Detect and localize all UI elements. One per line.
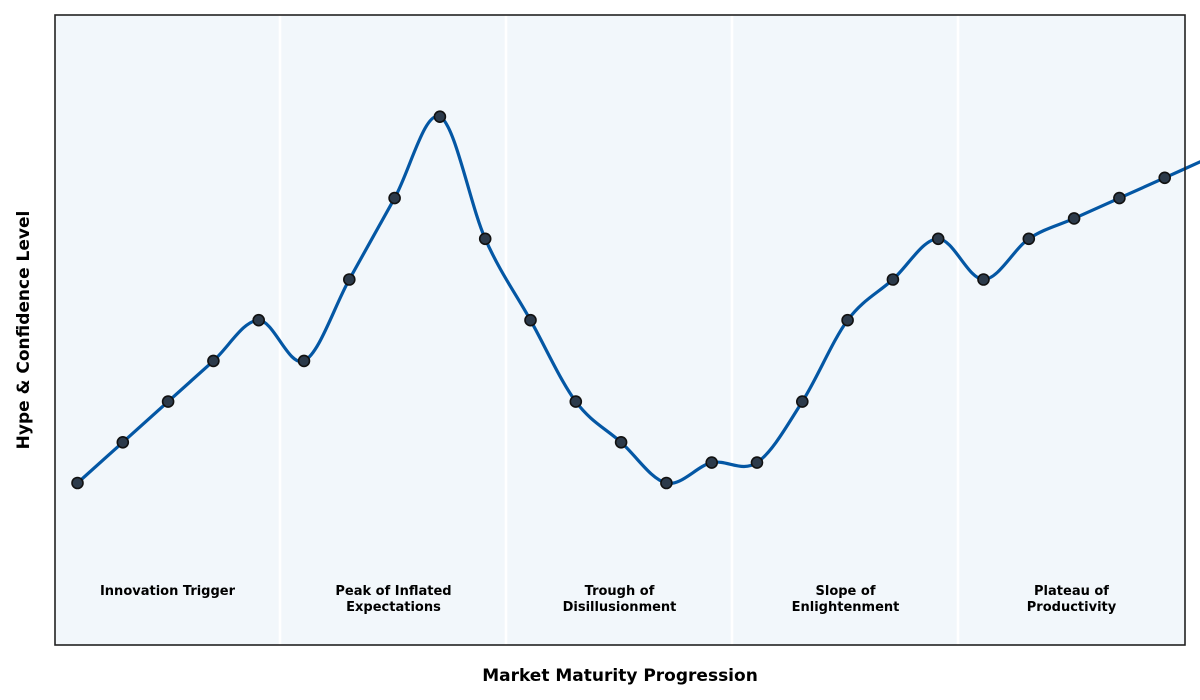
plot-background [55,15,1185,645]
data-point [841,313,854,327]
data-point [660,476,673,490]
data-point [1022,232,1036,246]
phase-dividers [278,15,960,645]
phase-label: Slope of Enlightenment [792,584,900,615]
phase-label-line: Expectations [346,600,441,615]
data-point [297,354,311,368]
data-point [71,476,84,490]
phase-label: Trough of Disillusionment [563,584,677,615]
data-point [342,273,356,286]
data-point [569,395,583,408]
data-point [977,273,990,286]
data-point [478,232,492,246]
data-point [207,354,220,368]
data-point [1113,191,1126,205]
phase-label-line: Peak of Inflated [335,584,451,599]
phase-label-line: Trough of [585,584,655,599]
phase-label: Peak of Inflated Expectations [335,584,451,615]
phase-label-line: Plateau of [1034,584,1109,599]
data-point [795,395,809,408]
data-point [388,191,401,205]
data-point [1158,171,1171,185]
data-point [252,313,266,327]
phase-labels: Innovation Trigger Peak of Inflated Expect… [100,584,1117,615]
data-point [931,232,945,246]
data-point [433,110,447,123]
data-point [750,456,764,469]
plot-frame [54,14,1186,646]
phase-label-line: Disillusionment [563,600,677,615]
data-point [161,395,175,408]
phase-label-line: Enlightenment [792,600,900,615]
phase-label-line: Slope of [816,584,876,599]
data-point [116,435,130,449]
data-point [886,273,900,286]
x-axis-label: Market Maturity Progression [482,666,758,686]
phase-label-line: Innovation Trigger [100,584,236,599]
phase-label: Plateau of Productivity [1027,584,1117,615]
data-point [1067,212,1081,225]
data-point [524,313,537,327]
data-point [705,456,719,469]
phase-label: Innovation Trigger [100,584,236,599]
hype-curve-points [71,110,1171,490]
data-point [614,435,628,449]
y-axis-label: Hype & Confidence Level [14,211,34,450]
phase-label-line: Productivity [1027,600,1117,615]
